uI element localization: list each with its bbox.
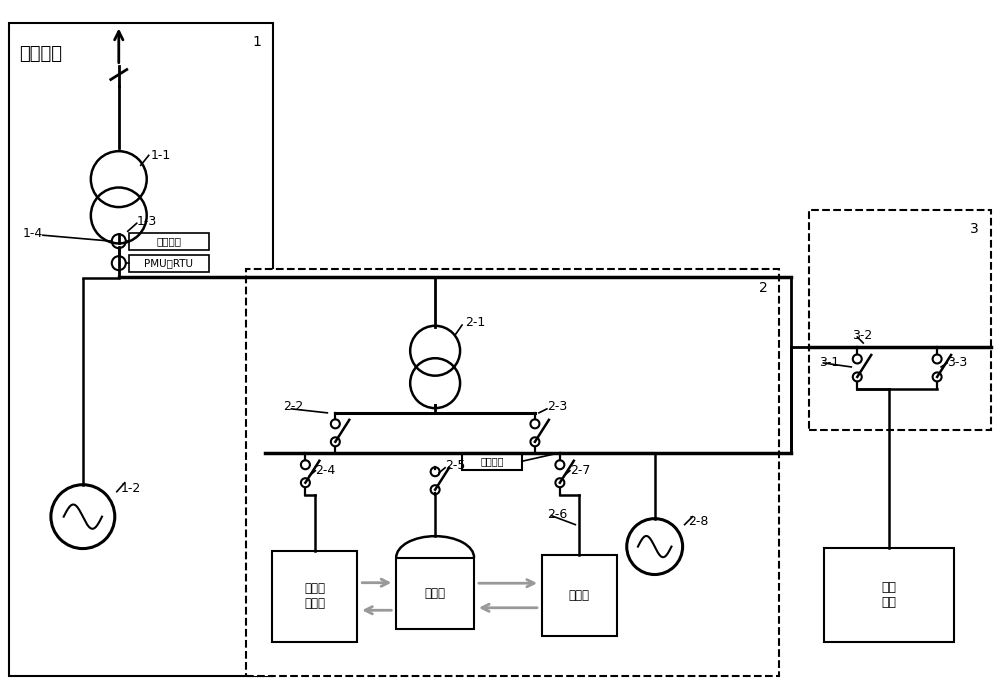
Bar	[246, 269, 779, 676]
Bar	[809, 210, 991, 429]
Text: 3-1: 3-1	[819, 356, 840, 369]
Text: 3: 3	[970, 222, 979, 236]
Text: 2-3: 2-3	[547, 400, 567, 413]
Text: 1-2: 1-2	[121, 482, 141, 495]
Bar	[272, 551, 357, 643]
Text: 1-1: 1-1	[151, 149, 171, 162]
Bar	[129, 255, 209, 272]
Text: 2-1: 2-1	[465, 316, 485, 329]
Bar	[824, 547, 954, 643]
Text: 熔盐电
加热器: 熔盐电 加热器	[304, 582, 325, 610]
Text: 熔盐罐: 熔盐罐	[425, 587, 446, 600]
Text: 2-5: 2-5	[445, 459, 465, 472]
Bar	[129, 233, 209, 250]
Text: 同期装置: 同期装置	[480, 456, 504, 466]
Text: 1: 1	[253, 35, 261, 49]
Text: 1-4: 1-4	[23, 227, 43, 240]
Text: 1-3: 1-3	[137, 214, 157, 227]
Text: 2-4: 2-4	[315, 464, 336, 477]
Text: 2-2: 2-2	[283, 400, 304, 413]
Text: 2-6: 2-6	[547, 508, 568, 521]
Text: 换热器: 换热器	[569, 589, 590, 602]
Text: 计量装置: 计量装置	[156, 236, 181, 246]
Bar	[542, 555, 617, 636]
Bar	[396, 558, 474, 630]
Bar	[462, 453, 522, 470]
Text: PMU，RTU: PMU，RTU	[144, 258, 193, 268]
Text: 2: 2	[759, 281, 767, 295]
Text: 电网系统: 电网系统	[19, 45, 62, 62]
Text: 3-2: 3-2	[852, 329, 873, 342]
Text: 2-8: 2-8	[689, 515, 709, 528]
Text: 厂用
辅机: 厂用 辅机	[882, 581, 897, 609]
Text: 3-3: 3-3	[947, 356, 967, 369]
Bar	[9, 23, 273, 676]
Text: 2-7: 2-7	[570, 464, 590, 477]
